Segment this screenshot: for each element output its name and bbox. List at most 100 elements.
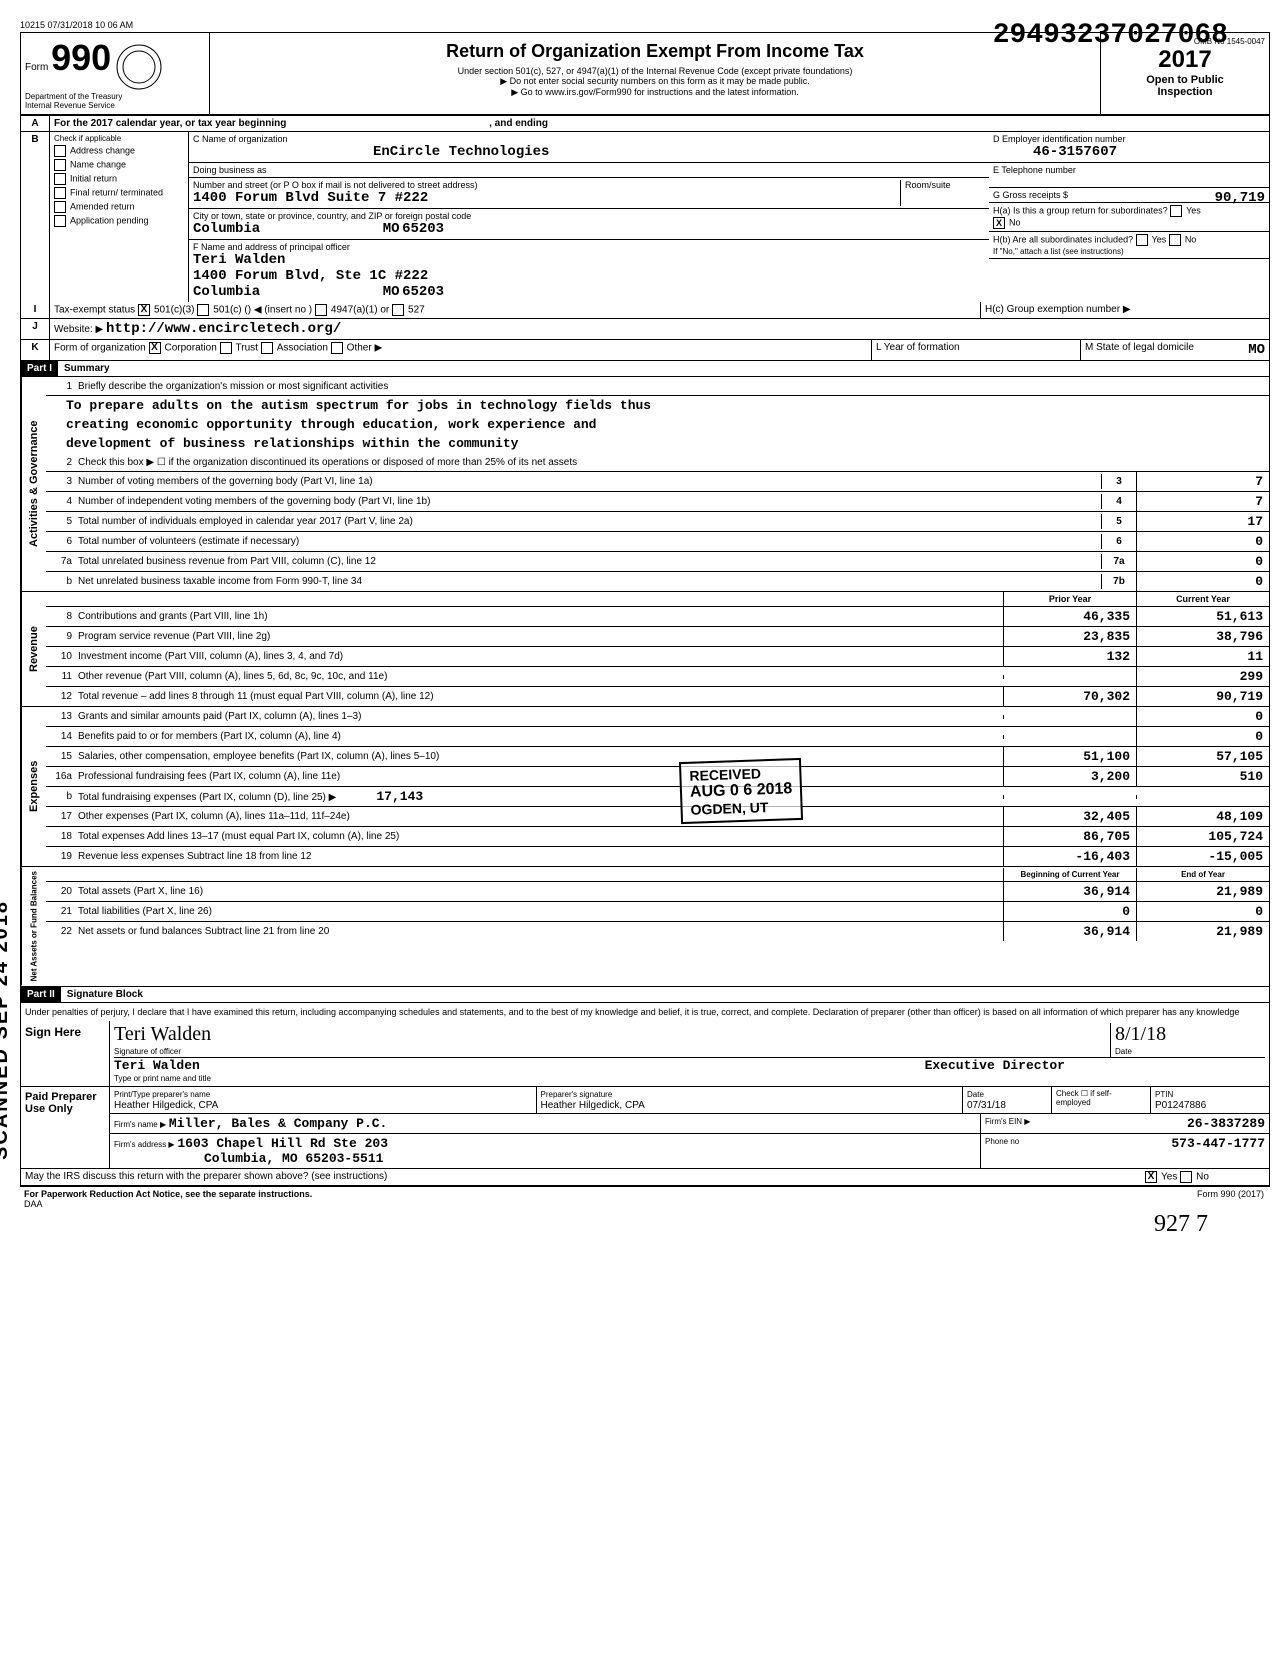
received-stamp: RECEIVED AUG 0 6 2018 OGDEN, UT <box>679 758 803 824</box>
4947-box[interactable] <box>315 304 327 316</box>
line-a-label: A <box>21 116 50 131</box>
org-zip: 65203 <box>402 221 444 237</box>
line-desc: Contributions and grants (Part VIII, lin… <box>74 609 1003 624</box>
check-application-pending[interactable]: Application pending <box>54 215 184 227</box>
line-j-text: Website: ▶ <box>54 324 103 335</box>
501c3-box[interactable]: X <box>138 304 150 316</box>
line5-desc: Total number of individuals employed in … <box>74 514 1101 529</box>
line-desc: Benefits paid to or for members (Part IX… <box>74 729 1003 744</box>
527-box[interactable] <box>392 304 404 316</box>
prior-val: -16,403 <box>1003 847 1136 866</box>
summary-line: 17Other expenses (Part IX, column (A), l… <box>46 807 1269 827</box>
line-num: 8 <box>46 609 74 624</box>
officer-city: Columbia <box>193 284 260 300</box>
sign-here-row: Sign Here Teri Walden Signature of offic… <box>21 1021 1269 1087</box>
line-desc: Total fundraising expenses (Part IX, col… <box>74 787 1003 806</box>
prior-val: 36,914 <box>1003 922 1136 941</box>
officer-printed-name: Teri Walden <box>114 1058 200 1073</box>
hb-label: H(b) Are all subordinates included? <box>993 235 1133 245</box>
check-initial-return[interactable]: Initial return <box>54 173 184 185</box>
summary-line: 20Total assets (Part X, line 16)36,91421… <box>46 882 1269 902</box>
d-label: D Employer identification number <box>993 134 1126 144</box>
curr-val: 0 <box>1136 707 1269 726</box>
org-addr: 1400 Forum Blvd Suite 7 #222 <box>193 190 428 206</box>
hb-yes-box[interactable] <box>1136 234 1148 246</box>
officer-title: Executive Director <box>925 1058 1065 1073</box>
irs-label: Internal Revenue Service <box>25 101 205 110</box>
subtitle1: Under section 501(c), 527, or 4947(a)(1)… <box>214 66 1096 76</box>
line1-desc: Briefly describe the organization's miss… <box>74 379 1269 394</box>
firm-name: Miller, Bales & Company P.C. <box>169 1116 387 1131</box>
prior-val: 23,835 <box>1003 627 1136 646</box>
daa: DAA <box>24 1199 43 1209</box>
corp-box[interactable]: X <box>149 342 161 354</box>
prior-val <box>1003 735 1136 739</box>
line-desc: Net assets or fund balances Subtract lin… <box>74 924 1003 939</box>
bottom-handwritten: 927 7 <box>20 1211 1268 1238</box>
check-amended-return[interactable]: Amended return <box>54 201 184 213</box>
check-final-return[interactable]: Final return/ terminated <box>54 187 184 199</box>
subtitle2: ▶ Do not enter social security numbers o… <box>214 76 1096 87</box>
part2-title: Signature Block <box>61 987 149 1002</box>
501c-box[interactable] <box>197 304 209 316</box>
open-public1: Open to Public <box>1105 74 1265 86</box>
website-url: http://www.encircletech.org/ <box>106 321 341 337</box>
hb-no-box[interactable] <box>1169 234 1181 246</box>
line-desc: Total expenses Add lines 13–17 (must equ… <box>74 829 1003 844</box>
omb-label: OMB No 1545-0047 <box>1105 37 1265 46</box>
other-box[interactable] <box>331 342 343 354</box>
governance-section: Activities & Governance 1Briefly describ… <box>21 377 1269 592</box>
summary-line: 13Grants and similar amounts paid (Part … <box>46 707 1269 727</box>
trust-box[interactable] <box>220 342 232 354</box>
line-num: 20 <box>46 884 74 899</box>
city-label: City or town, state or province, country… <box>193 211 471 221</box>
curr-val: 299 <box>1136 667 1269 686</box>
room-label: Room/suite <box>905 180 951 190</box>
ptin-label: PTIN <box>1155 1090 1173 1099</box>
check-address-change[interactable]: Address change <box>54 145 184 157</box>
ha-yes-box[interactable] <box>1170 205 1182 217</box>
line-j: J Website: ▶ http://www.encircletech.org… <box>21 319 1269 340</box>
m-val: MO <box>1248 342 1265 358</box>
hb-note: If "No," attach a list (see instructions… <box>993 247 1124 256</box>
preparer-sig: Heather Hilgedick, CPA <box>541 1100 645 1111</box>
form-word: Form <box>25 62 48 73</box>
received-date: AUG 0 6 2018 <box>690 780 793 802</box>
line-num: 14 <box>46 729 74 744</box>
ein: 46-3157607 <box>1033 144 1117 160</box>
check-name-change[interactable]: Name change <box>54 159 184 171</box>
scanned-stamp: SCANNED SEP 24 2018 <box>0 900 13 1160</box>
org-state: MO <box>383 221 400 237</box>
prior-val: 0 <box>1003 902 1136 921</box>
line-desc: Other revenue (Part VIII, column (A), li… <box>74 669 1003 684</box>
line-desc: Grants and similar amounts paid (Part IX… <box>74 709 1003 724</box>
form-title: Return of Organization Exempt From Incom… <box>214 41 1096 62</box>
ha-no-box[interactable]: X <box>993 217 1005 229</box>
prior-val: 86,705 <box>1003 827 1136 846</box>
revenue-label: Revenue <box>21 592 46 706</box>
form-header: Form 990 Department of the Treasury Inte… <box>21 33 1269 116</box>
begin-year-header: Beginning of Current Year <box>1003 868 1136 881</box>
paperwork-notice: For Paperwork Reduction Act Notice, see … <box>24 1189 312 1199</box>
summary-line: 22Net assets or fund balances Subtract l… <box>46 922 1269 941</box>
open-public2: Inspection <box>1105 86 1265 98</box>
line-desc: Other expenses (Part IX, column (A), lin… <box>74 809 1003 824</box>
prior-val: 51,100 <box>1003 747 1136 766</box>
discuss-no-box[interactable] <box>1180 1171 1192 1183</box>
line-b-label: B <box>21 132 50 302</box>
line3-desc: Number of voting members of the governin… <box>74 474 1101 489</box>
curr-val: 21,989 <box>1136 882 1269 901</box>
summary-line: 21Total liabilities (Part X, line 26)00 <box>46 902 1269 922</box>
assoc-box[interactable] <box>261 342 273 354</box>
firm-addr2: Columbia, MO 65203-5511 <box>204 1151 383 1166</box>
curr-val: 57,105 <box>1136 747 1269 766</box>
current-year-header: Current Year <box>1136 592 1269 606</box>
org-city: Columbia <box>193 221 260 237</box>
curr-val: 38,796 <box>1136 627 1269 646</box>
line5-val: 17 <box>1136 512 1269 531</box>
line7a-desc: Total unrelated business revenue from Pa… <box>74 554 1101 569</box>
line6-desc: Total number of volunteers (estimate if … <box>74 534 1101 549</box>
curr-val <box>1136 795 1269 799</box>
discuss-yes-box[interactable]: X <box>1145 1171 1157 1183</box>
line-k-text: Form of organization <box>54 343 146 354</box>
